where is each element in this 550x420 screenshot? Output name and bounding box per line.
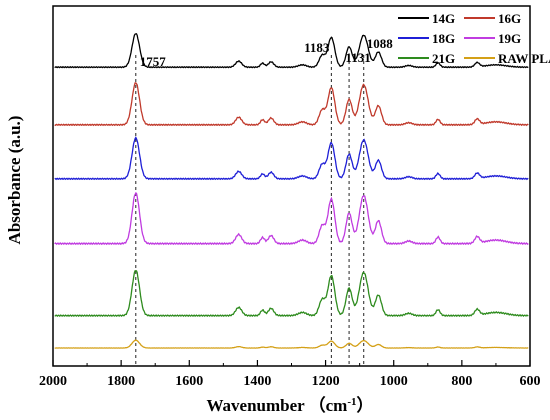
legend-label: 16G <box>498 11 521 26</box>
legend-label: RAW PLA <box>498 51 550 66</box>
plot-border <box>53 6 530 366</box>
series-line-18g <box>55 138 529 180</box>
x-tick-label: 800 <box>451 374 472 389</box>
legend-label: 18G <box>432 31 455 46</box>
x-tick-label: 1800 <box>107 374 135 389</box>
x-tick-label: 1200 <box>312 374 340 389</box>
x-axis-ticks: 2000 1800 1600 1400 1200 1000 800 600 <box>39 360 541 389</box>
legend-label: 21G <box>432 51 455 66</box>
series-line-16g <box>55 83 529 125</box>
x-tick-label: 1600 <box>175 374 203 389</box>
peak-label-1131: 1131 <box>345 50 370 65</box>
series-line-14g <box>55 34 529 68</box>
plot-frame <box>53 6 530 366</box>
peak-reference-lines <box>136 55 364 366</box>
x-tick-label: 1400 <box>243 374 271 389</box>
legend-label: 14G <box>432 11 455 26</box>
x-axis-label: Wavenumber （cm-1） <box>206 395 373 415</box>
legend: 14G 16G 18G 19G 21G RAW PLA <box>398 11 550 66</box>
peak-labels: 1757 1183 11311088 <box>140 36 393 69</box>
peak-label-1183: 1183 <box>304 40 330 55</box>
y-axis-label: Absorbance (a.u.) <box>5 116 24 245</box>
peak-label-1088: 1088 <box>367 36 394 51</box>
series-line-raw-pla <box>55 340 529 348</box>
x-tick-label: 1000 <box>380 374 408 389</box>
peak-label-1757: 1757 <box>140 54 167 69</box>
series-line-21g <box>55 271 529 316</box>
x-tick-label: 2000 <box>39 374 67 389</box>
series-line-19g <box>55 193 529 244</box>
legend-label: 19G <box>498 31 521 46</box>
x-tick-label: 600 <box>520 374 541 389</box>
series-layer <box>55 34 529 348</box>
